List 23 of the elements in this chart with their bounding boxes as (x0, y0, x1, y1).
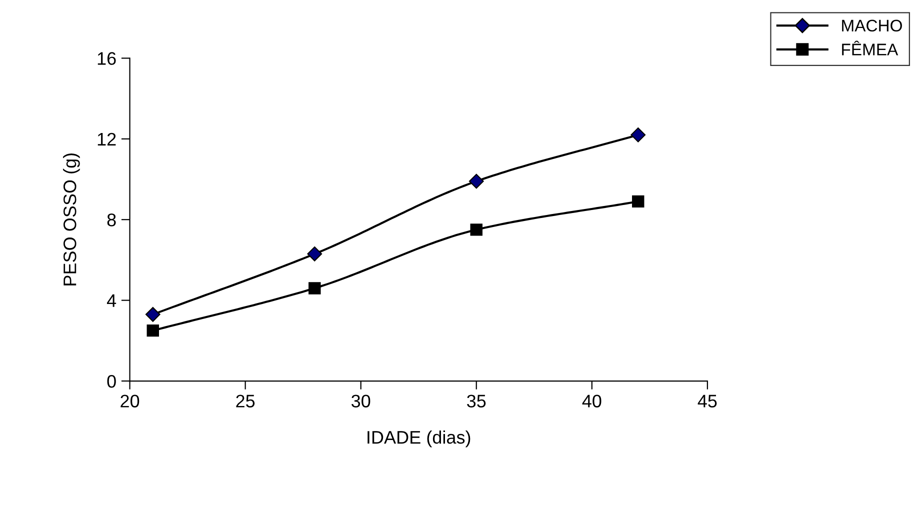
x-tick-label: 20 (120, 394, 140, 408)
y-tick-label: 8 (107, 214, 116, 226)
x-tick-label: 45 (698, 394, 717, 408)
point (468, 174, 484, 189)
x-tick-label: 30 (351, 394, 370, 408)
x-tick-label: 35 (467, 394, 486, 408)
point (632, 195, 644, 208)
point (145, 307, 160, 322)
legend-label: MACHO (842, 20, 902, 32)
x-tick-label: 40 (582, 394, 602, 408)
x-tick-label: 25 (236, 394, 255, 408)
point (470, 224, 482, 236)
point (307, 246, 322, 262)
y-tick-label: 4 (106, 294, 116, 307)
point (630, 127, 646, 142)
y-tick-label: 0 (107, 374, 116, 388)
y-axis-title: PESO OSSO (g) (63, 154, 80, 286)
point (308, 282, 321, 294)
point (146, 324, 160, 337)
y-tick-label: 12 (98, 132, 116, 146)
x-axis-title: IDADE (dias) (368, 430, 470, 448)
legend-label: FÊMEA (842, 40, 898, 56)
y-tick-label: 16 (98, 52, 116, 65)
